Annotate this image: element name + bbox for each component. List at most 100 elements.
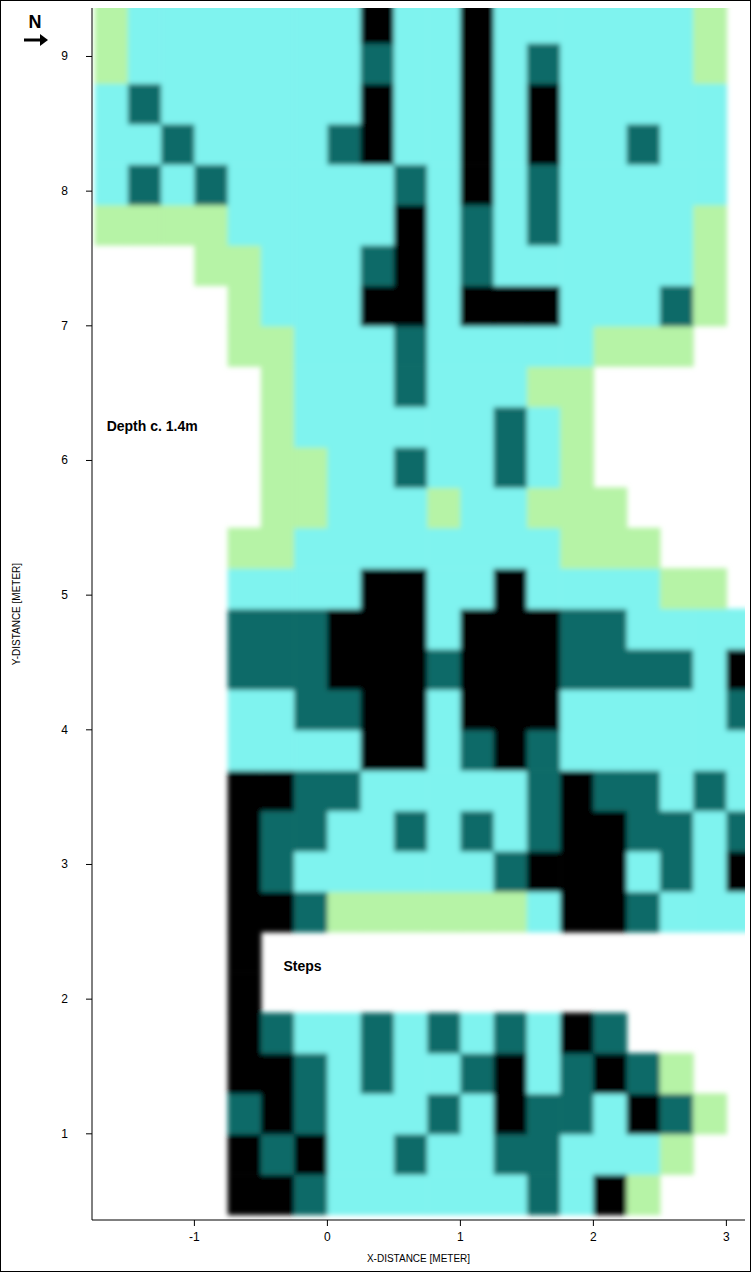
- cell: [327, 1174, 361, 1215]
- cell: [394, 770, 428, 811]
- cell: [261, 1013, 295, 1054]
- cell: [593, 770, 627, 811]
- cell: [460, 487, 494, 528]
- x-tick: [194, 1220, 195, 1226]
- cell: [327, 487, 361, 528]
- cell: [660, 326, 694, 367]
- cell: [693, 83, 727, 124]
- cell: [527, 326, 561, 367]
- cell: [427, 285, 461, 326]
- cell: [95, 43, 129, 84]
- cell: [361, 205, 395, 246]
- cell: [527, 1053, 561, 1094]
- cell: [427, 407, 461, 448]
- x-tick: [327, 1220, 328, 1226]
- cell: [294, 164, 328, 205]
- cell: [361, 447, 395, 488]
- cell: [228, 285, 262, 326]
- cell: [294, 366, 328, 407]
- cell: [361, 730, 395, 771]
- cell: [460, 1134, 494, 1175]
- cell: [361, 245, 395, 286]
- x-axis-title: X-DISTANCE [METER]: [367, 1253, 470, 1264]
- y-tick-label: 9: [61, 49, 68, 63]
- cell: [427, 8, 461, 44]
- cell: [593, 730, 627, 771]
- cell: [527, 447, 561, 488]
- cell: [261, 407, 295, 448]
- cell: [560, 1013, 594, 1054]
- cell: [560, 407, 594, 448]
- cell: [361, 1013, 395, 1054]
- cell: [327, 891, 361, 932]
- chart: -10123123456789X-DISTANCE [METER]Y-DISTA…: [0, 0, 751, 1272]
- cell: [560, 568, 594, 609]
- cell: [494, 407, 528, 448]
- cell: [228, 326, 262, 367]
- x-tick-label: 1: [457, 1230, 464, 1244]
- cell: [660, 124, 694, 165]
- cell: [294, 245, 328, 286]
- cell: [128, 8, 162, 44]
- cell: [194, 83, 228, 124]
- cell: [460, 1174, 494, 1215]
- cell: [394, 43, 428, 84]
- cell: [394, 891, 428, 932]
- cell: [261, 487, 295, 528]
- cell: [294, 1134, 328, 1175]
- cell: [228, 1174, 262, 1215]
- cell: [261, 851, 295, 892]
- cell: [261, 1093, 295, 1134]
- cell: [327, 285, 361, 326]
- y-tick: [86, 56, 92, 57]
- cell: [660, 851, 694, 892]
- cell: [560, 770, 594, 811]
- cell: [460, 1053, 494, 1094]
- cell: [394, 487, 428, 528]
- cell: [95, 83, 129, 124]
- x-tick: [593, 1220, 594, 1226]
- cell: [460, 124, 494, 165]
- cell: [494, 891, 528, 932]
- cell: [228, 770, 262, 811]
- cell: [527, 366, 561, 407]
- cell: [494, 447, 528, 488]
- cell: [361, 811, 395, 852]
- cell: [228, 851, 262, 892]
- cell: [294, 689, 328, 730]
- cell: [460, 811, 494, 852]
- cell: [527, 164, 561, 205]
- y-tick: [86, 595, 92, 596]
- cell: [294, 326, 328, 367]
- cells: [95, 8, 745, 1215]
- cell: [660, 83, 694, 124]
- cell: [593, 285, 627, 326]
- cell: [361, 326, 395, 367]
- cell: [660, 891, 694, 932]
- cell: [427, 205, 461, 246]
- cell: [627, 43, 661, 84]
- cell: [361, 689, 395, 730]
- cell: [560, 285, 594, 326]
- cell: [627, 1093, 661, 1134]
- cell: [460, 326, 494, 367]
- cell: [394, 407, 428, 448]
- cell: [427, 770, 461, 811]
- annotation: Steps: [284, 958, 322, 974]
- cell: [327, 851, 361, 892]
- cell: [228, 83, 262, 124]
- cell: [394, 1013, 428, 1054]
- cell: [427, 1174, 461, 1215]
- cell: [261, 8, 295, 44]
- cell: [261, 285, 295, 326]
- cell: [627, 8, 661, 44]
- cell: [361, 891, 395, 932]
- cell: [427, 528, 461, 569]
- cell: [327, 689, 361, 730]
- cell: [460, 8, 494, 44]
- cell: [327, 609, 361, 650]
- cell: [327, 1134, 361, 1175]
- cell: [527, 851, 561, 892]
- cell: [627, 1053, 661, 1094]
- cell: [627, 891, 661, 932]
